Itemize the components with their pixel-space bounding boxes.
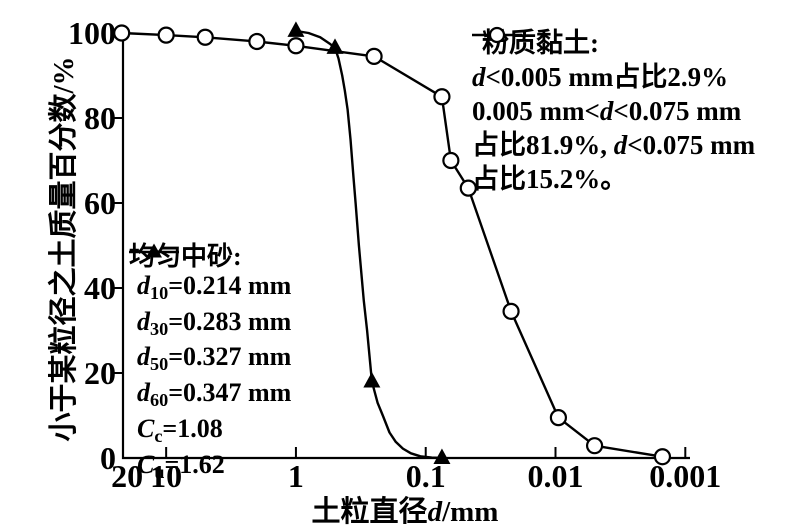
silty-clay-marker <box>502 302 520 320</box>
silty-clay-marker <box>157 26 175 44</box>
silty-clay-marker <box>196 28 214 46</box>
medium-sand-marker <box>433 448 451 464</box>
medium-sand-marker <box>363 372 381 388</box>
legend-medium-sand-line: d30=0.283 mm <box>137 306 292 339</box>
legend-medium-sand-line: d60=0.347 mm <box>137 378 292 411</box>
x-tick-label: 1 <box>288 458 304 494</box>
x-tick-label: 20 <box>111 458 143 494</box>
y-tick-label: 40 <box>84 270 116 306</box>
legend-silty-clay-line: 0.005 mm<d<0.075 mm <box>472 96 742 126</box>
y-tick-label: 80 <box>84 100 116 136</box>
silty-clay-marker <box>248 32 266 51</box>
y-tick-label: 100 <box>68 15 116 51</box>
legend-medium-sand-title: 均匀中砂: <box>129 242 242 271</box>
medium-sand-curve <box>295 29 442 460</box>
x-axis-title: 土粒直径d/mm <box>311 496 499 528</box>
legend-medium-sand-line: Cc=1.08 <box>137 413 223 446</box>
silty-clay-marker <box>113 24 131 42</box>
legend-silty-clay-line: 占比15.2%。 <box>472 164 628 194</box>
medium-sand-marker <box>326 38 344 54</box>
silty-clay-marker <box>287 37 305 55</box>
medium-sand-marker <box>287 21 305 37</box>
legend-medium-sand-line: d50=0.327 mm <box>137 342 292 375</box>
triangle-marker-icon <box>129 243 179 258</box>
silty-clay-marker <box>653 448 672 466</box>
y-tick-label: 20 <box>84 355 116 391</box>
y-axis-title: 小于某粒径之土质量百分数/% <box>48 56 80 442</box>
y-tick-label: 60 <box>84 185 116 221</box>
silty-clay-marker <box>442 151 460 170</box>
legend-medium-sand-line: d10=0.214 mm <box>137 270 292 303</box>
axis-lines <box>121 33 690 460</box>
legend-silty-clay: 粉质黏土: d<0.005 mm占比2.9% 0.005 mm<d<0.075 mm… <box>472 26 755 196</box>
x-tick-label: 10 <box>150 458 182 494</box>
silty-clay-marker <box>433 88 451 106</box>
y-tick-label: 0 <box>100 440 116 476</box>
silty-clay-marker <box>459 179 477 197</box>
legend-medium-sand: 均匀中砂: d10=0.214 mm d30=0.283 mm d50=0.327 m… <box>129 242 292 486</box>
legend-medium-sand-line: Cu=1.62 <box>137 449 225 482</box>
silty-clay-marker <box>549 409 568 427</box>
legend-silty-clay-line: d<0.005 mm占比2.9% <box>472 62 729 92</box>
legend-silty-clay-title: 粉质黏土: <box>472 26 755 60</box>
silty-clay-marker <box>365 47 383 65</box>
circle-marker-icon <box>472 26 522 44</box>
legend-silty-clay-line: 占比81.9%, d<0.075 mm <box>472 130 756 160</box>
x-tick-label: 0.01 <box>528 458 584 494</box>
silty-clay-marker <box>585 437 604 455</box>
